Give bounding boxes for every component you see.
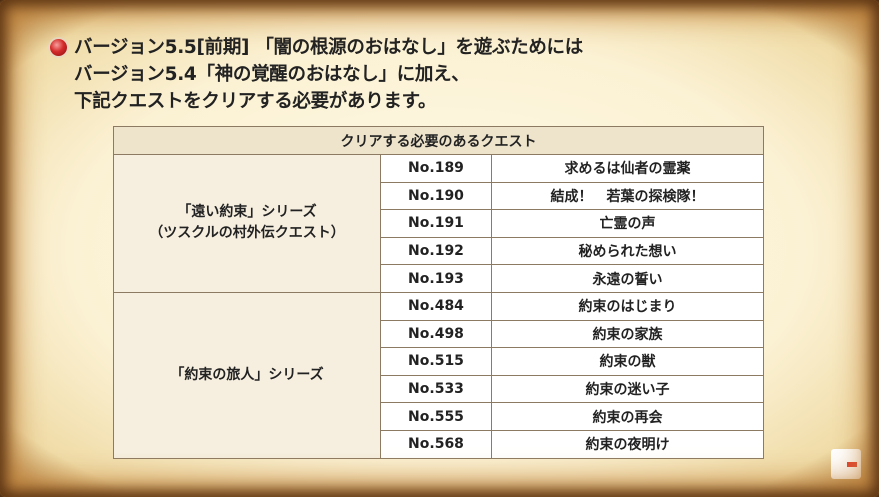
quest-number: No.191 xyxy=(380,209,492,238)
table-row: 「遠い約束」シリーズ （ツスクルの村外伝クエスト） No.189 求めるは仙者の霊薬 xyxy=(113,154,764,293)
quest-number: No.484 xyxy=(380,291,492,321)
quest-number: No.192 xyxy=(380,236,492,266)
heading: バージョン5.5[前期] 「闇の根源のおはなし」を遊ぶためには バージョン5.4… xyxy=(74,34,583,115)
table-row: 「約束の旅人」シリーズ No.484 約束のはじまり xyxy=(113,291,764,459)
quest-table: クリアする必要のあるクエスト 「遠い約束」シリーズ （ツスクルの村外伝クエスト） N… xyxy=(113,126,764,459)
logo xyxy=(831,449,861,479)
table-row: No.192 秘められた想い xyxy=(114,236,764,266)
group-label-line: （ツスクルの村外伝クエスト） xyxy=(149,225,345,242)
quest-name: 約束の迷い子 xyxy=(491,374,764,404)
bullet-icon xyxy=(50,39,67,56)
header-row: クリアする必要のあるクエスト xyxy=(113,126,764,155)
quest-number: No.555 xyxy=(380,402,492,431)
table-row: No.568 約束の夜明け xyxy=(114,429,764,459)
table-row: No.190 結成！ 若葉の探検隊！ xyxy=(114,181,764,211)
heading-line: 下記クエストをクリアする必要があります。 xyxy=(74,91,437,112)
group-label-line: 「約束の旅人」シリーズ xyxy=(170,366,324,383)
table-row: No.555 約束の再会 xyxy=(114,402,764,431)
heading-line: バージョン5.4「神の覚醒のおはなし」に加え、 xyxy=(74,64,470,85)
quest-name: 約束の獣 xyxy=(491,347,764,376)
quest-number: No.568 xyxy=(380,429,492,459)
group-label: 「遠い約束」シリーズ （ツスクルの村外伝クエスト） xyxy=(113,154,381,293)
quest-name: 約束の夜明け xyxy=(491,429,764,459)
quest-name: 秘められた想い xyxy=(491,236,764,266)
quest-name: 約束の再会 xyxy=(491,402,764,431)
quest-name: 約束の家族 xyxy=(491,319,764,349)
quest-number: No.189 xyxy=(380,154,492,183)
quest-name: 求めるは仙者の霊薬 xyxy=(491,154,764,183)
table-row: No.533 約束の迷い子 xyxy=(114,374,764,404)
logo-bar xyxy=(847,462,857,467)
quest-number: No.533 xyxy=(380,374,492,404)
table-row: No.191 亡霊の声 xyxy=(114,209,764,238)
table-row: No.193 永遠の誓い xyxy=(114,264,764,293)
table-body: 「遠い約束」シリーズ （ツスクルの村外伝クエスト） No.189 求めるは仙者の霊薬 N… xyxy=(113,154,764,459)
quest-name: 永遠の誓い xyxy=(491,264,764,293)
quest-name: 結成！ 若葉の探検隊！ xyxy=(491,181,764,211)
heading-line: バージョン5.5[前期] 「闇の根源のおはなし」を遊ぶためには xyxy=(74,37,583,58)
quest-number: No.515 xyxy=(380,347,492,376)
quest-name: 約束のはじまり xyxy=(491,291,764,321)
group-label: 「約束の旅人」シリーズ xyxy=(113,291,381,459)
group-label-line: 「遠い約束」シリーズ xyxy=(177,204,317,221)
quest-name: 亡霊の声 xyxy=(491,209,764,238)
table-header: クリアする必要のあるクエスト xyxy=(113,126,764,155)
quest-number: No.190 xyxy=(380,181,492,211)
quest-number: No.193 xyxy=(380,264,492,293)
table-row: No.498 約束の家族 xyxy=(114,319,764,349)
quest-number: No.498 xyxy=(380,319,492,349)
